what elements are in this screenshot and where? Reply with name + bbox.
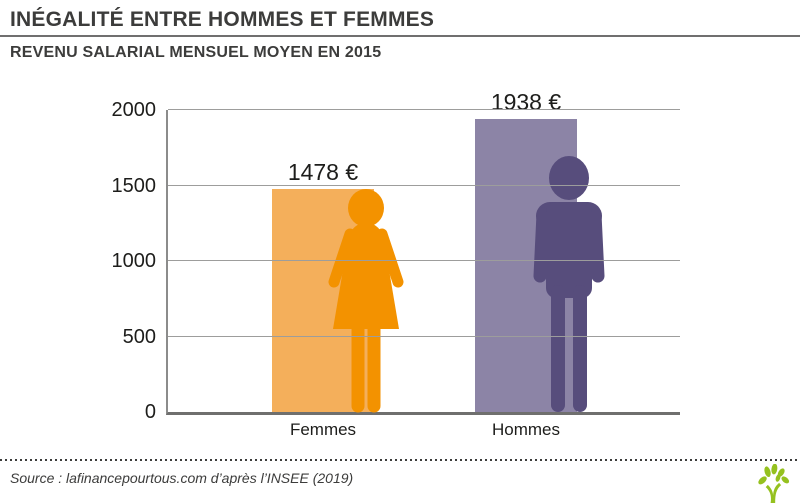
y-axis-tick-label: 2000 bbox=[111, 99, 157, 121]
gridline bbox=[168, 184, 680, 186]
category-label-hommes: Hommes bbox=[491, 420, 560, 439]
value-label-femmes: 1478 € bbox=[287, 158, 359, 185]
woman-icon bbox=[328, 189, 404, 413]
man-silhouette bbox=[533, 156, 605, 412]
tree-shape bbox=[758, 464, 790, 503]
chart-subtitle: REVENU SALARIAL MENSUEL MOYEN EN 2015 bbox=[10, 44, 382, 61]
category-label-femmes: Femmes bbox=[289, 420, 357, 439]
lafinancepourtous-tree-logo bbox=[758, 464, 790, 503]
plot-area: 1478 € Femmes 1938 € bbox=[112, 91, 680, 438]
gridline bbox=[168, 109, 680, 110]
title-divider bbox=[0, 35, 800, 37]
gridline bbox=[168, 335, 680, 337]
bar-group-femmes: 1478 € Femmes bbox=[272, 110, 404, 438]
footer-divider bbox=[0, 459, 800, 461]
bar-group-hommes: 1938 € Hommes bbox=[475, 91, 605, 438]
page-title: INÉGALITÉ ENTRE HOMMES ET FEMMES bbox=[10, 8, 435, 31]
source-text: Source : lafinancepourtous.com d’après l… bbox=[10, 470, 354, 486]
y-axis-tick-label: 500 bbox=[122, 325, 156, 348]
man-icon bbox=[533, 156, 605, 412]
woman-silhouette bbox=[328, 189, 404, 413]
y-axis-tick-label: 0 bbox=[144, 401, 156, 423]
y-axis-tick-label: 1000 bbox=[111, 250, 157, 272]
gridline bbox=[168, 260, 680, 261]
y-axis-tick-label: 1500 bbox=[111, 174, 157, 197]
value-label-hommes: 1938 € bbox=[490, 89, 562, 116]
